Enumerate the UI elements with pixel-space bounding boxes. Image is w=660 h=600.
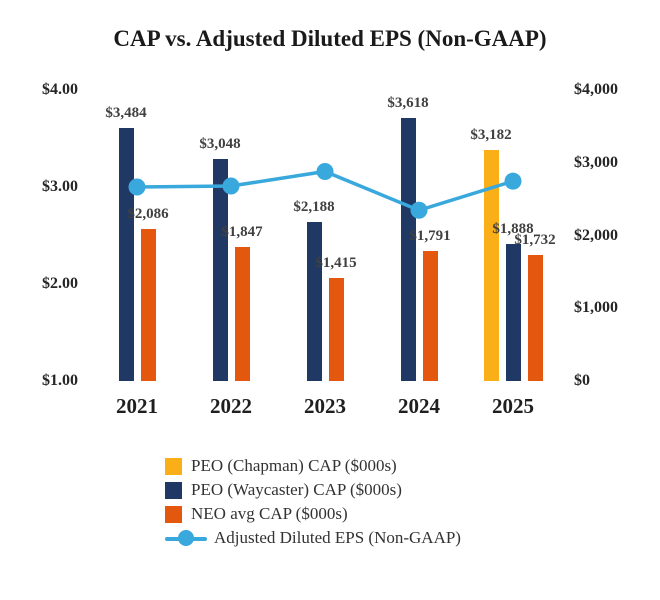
bar-neo-2023 xyxy=(328,278,344,381)
bar-data-label: $3,618 xyxy=(387,94,429,111)
x-axis-category-label: 2024 xyxy=(398,394,440,418)
legend-item-chapman: PEO (Chapman) CAP ($000s) xyxy=(165,456,495,476)
x-axis-category-label: 2022 xyxy=(210,394,252,418)
legend-item-eps: Adjusted Diluted EPS (Non-GAAP) xyxy=(165,528,495,548)
chart-title: CAP vs. Adjusted Diluted EPS (Non-GAAP) xyxy=(113,26,547,51)
bar-data-label: $1,732 xyxy=(514,231,556,248)
right-axis-tick-label: $3,000 xyxy=(574,153,618,171)
legend-label: Adjusted Diluted EPS (Non-GAAP) xyxy=(214,528,461,547)
x-axis-category-label: 2021 xyxy=(116,394,158,418)
right-axis-tick-label: $1,000 xyxy=(574,299,618,317)
x-axis-category-label: 2025 xyxy=(492,394,534,418)
legend-label: PEO (Waycaster) CAP ($000s) xyxy=(191,480,402,499)
legend-item-neo: NEO avg CAP ($000s) xyxy=(165,504,495,524)
legend-swatch-icon xyxy=(165,457,182,475)
bar-data-label: $2,188 xyxy=(293,198,335,215)
legend-line-marker-icon xyxy=(165,529,207,547)
eps-line-marker xyxy=(504,172,522,190)
bar-data-label: $1,791 xyxy=(409,227,451,244)
bar-data-label: $3,484 xyxy=(105,104,147,121)
bar-waycaster-2023 xyxy=(306,221,322,381)
bar-neo-2024 xyxy=(422,250,438,381)
right-axis-tick-label: $4,000 xyxy=(574,81,618,98)
bar-data-label: $1,847 xyxy=(221,223,263,240)
legend-swatch-icon xyxy=(165,481,182,499)
bar-neo-2021 xyxy=(140,229,156,381)
left-axis-tick-label: $1.00 xyxy=(42,372,78,389)
legend-line-dot xyxy=(178,529,194,546)
bar-chapman-2025 xyxy=(483,149,499,381)
right-axis-tick-label: $0 xyxy=(574,372,590,389)
bar-neo-2025 xyxy=(527,254,543,381)
bar-data-label: $1,888 xyxy=(492,220,534,237)
bar-data-label: $1,415 xyxy=(315,255,357,272)
bar-waycaster-2022 xyxy=(212,159,228,381)
bar-neo-2022 xyxy=(234,246,250,381)
bar-waycaster-2024 xyxy=(400,117,416,381)
bar-data-label: $2,086 xyxy=(127,206,169,223)
eps-line-marker xyxy=(316,162,334,180)
legend-swatch-icon xyxy=(165,505,182,523)
legend-item-waycaster: PEO (Waycaster) CAP ($000s) xyxy=(165,480,495,500)
bar-waycaster-2021 xyxy=(118,127,134,381)
bar-waycaster-2025 xyxy=(505,243,521,381)
legend-label: PEO (Chapman) CAP ($000s) xyxy=(191,456,397,475)
left-axis-tick-label: $3.00 xyxy=(42,178,78,195)
bar-data-label: $3,182 xyxy=(470,126,512,143)
x-axis-category-label: 2023 xyxy=(304,394,346,418)
right-axis-tick-label: $2,000 xyxy=(574,226,618,244)
bar-data-label: $3,048 xyxy=(199,136,241,153)
legend: PEO (Chapman) CAP ($000s) PEO (Waycaster)… xyxy=(0,456,660,548)
legend-label: NEO avg CAP ($000s) xyxy=(191,504,348,523)
left-axis-tick-label: $4.00 xyxy=(42,81,78,98)
left-axis-tick-label: $2.00 xyxy=(42,275,78,292)
